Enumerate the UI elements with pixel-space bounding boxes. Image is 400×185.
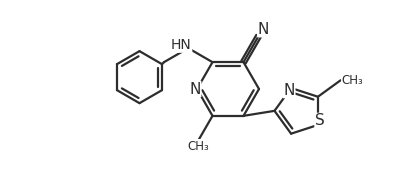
Text: CH₃: CH₃ <box>188 140 209 153</box>
Text: S: S <box>315 113 325 128</box>
Text: CH₃: CH₃ <box>342 74 364 87</box>
Text: N: N <box>283 83 295 97</box>
Text: HN: HN <box>171 38 192 52</box>
Text: N: N <box>258 22 269 37</box>
Text: N: N <box>189 82 201 97</box>
